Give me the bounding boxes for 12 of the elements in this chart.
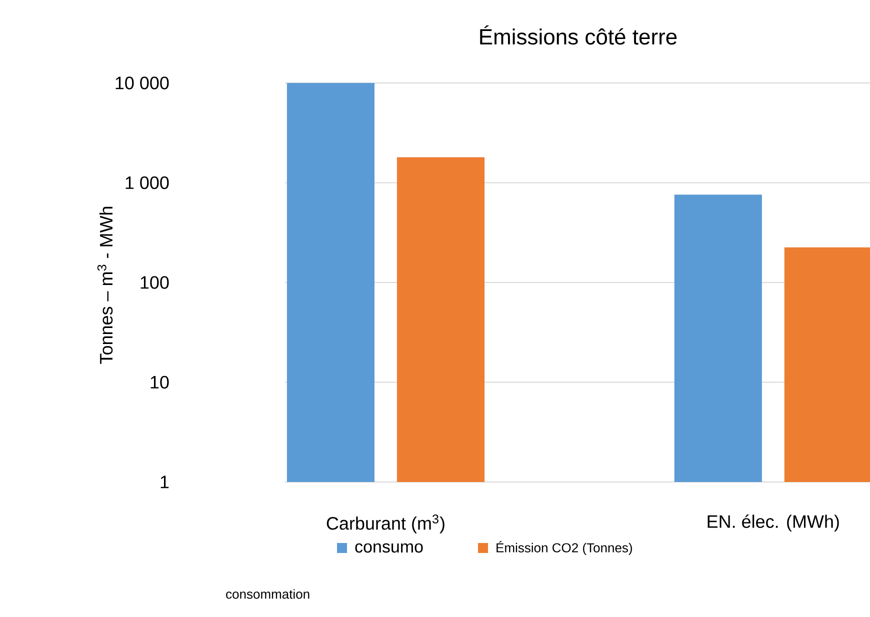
y-tick-label: 10 <box>150 376 169 389</box>
y-tick-label: 1 <box>160 476 169 488</box>
y-axis-title: Tonnes – m$^{3}$ - MWh <box>97 206 113 364</box>
text: consommation <box>226 589 310 599</box>
y-tick-label: 100 <box>140 276 169 289</box>
legend-label: Émission CO2 (Tonnes) <box>496 541 632 555</box>
y-tick-label: 10 000 <box>116 76 169 90</box>
y-tick-label: 1 000 <box>126 176 169 190</box>
x-tick-label: EN. élec. (MWh) <box>708 514 839 532</box>
chart-title: Émissions côté terre <box>480 25 677 45</box>
x-tick-label: Carburant (m$^{3}$) <box>326 514 444 534</box>
legend-label: consumo <box>355 543 423 553</box>
